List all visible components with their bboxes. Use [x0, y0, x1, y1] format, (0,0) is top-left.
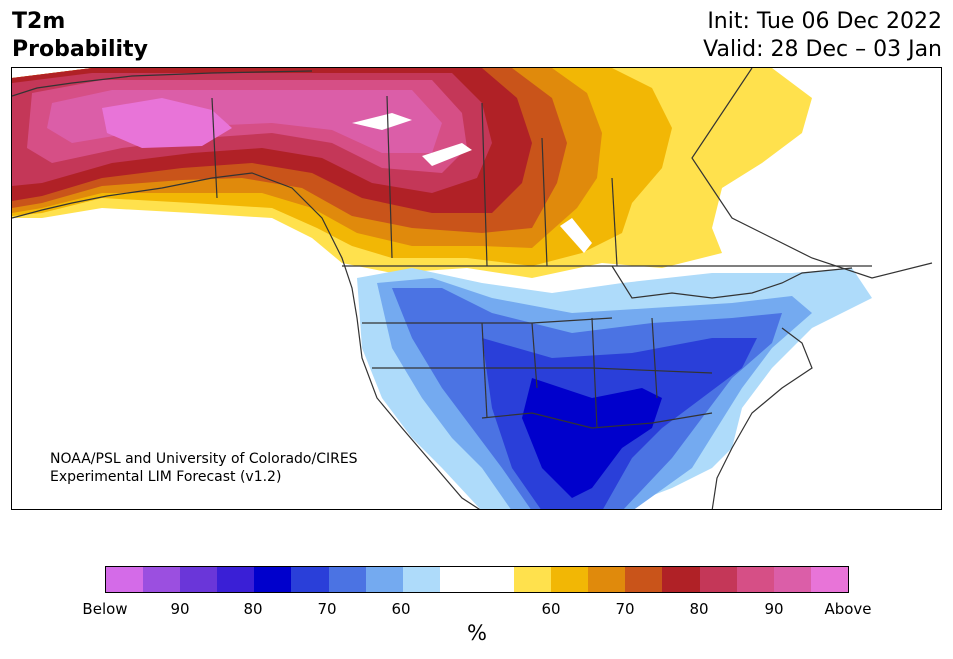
- colorbar-swatch: [439, 567, 477, 592]
- map-borders: [12, 68, 933, 509]
- map-title: T2m Probability: [12, 8, 148, 64]
- init-date: Init: Tue 06 Dec 2022: [707, 9, 942, 34]
- great-bear-lake: [352, 113, 412, 130]
- tick-above-70: 70: [615, 600, 635, 618]
- colorbar-swatch: [551, 567, 589, 592]
- tick-above-90: 90: [764, 600, 784, 618]
- colorbar-swatch: [106, 567, 144, 592]
- below-normal-shading: [357, 268, 872, 509]
- great-slave-lake: [422, 143, 472, 166]
- probability-map: NOAA/PSL and University of Colorado/CIRE…: [11, 67, 942, 510]
- colorbar-swatch: [328, 567, 366, 592]
- colorbar: [105, 566, 849, 593]
- title-variable: T2m: [12, 9, 66, 34]
- colorbar-swatch: [773, 567, 811, 592]
- tick-below-90: 90: [170, 600, 190, 618]
- colorbar-swatch: [588, 567, 626, 592]
- colorbar-swatch: [662, 567, 700, 592]
- map-graphic: [12, 68, 933, 509]
- colorbar-swatch: [143, 567, 181, 592]
- credit-line-1: NOAA/PSL and University of Colorado/CIRE…: [50, 451, 358, 467]
- colorbar-swatch: [699, 567, 737, 592]
- colorbar-swatch: [180, 567, 218, 592]
- colorbar-swatch: [514, 567, 552, 592]
- tick-below-80: 80: [243, 600, 263, 618]
- colorbar-swatch: [365, 567, 403, 592]
- forecast-dates: Init: Tue 06 Dec 2022 Valid: 28 Dec – 03…: [703, 8, 942, 64]
- colorbar-swatch: [291, 567, 329, 592]
- colorbar-swatch: [736, 567, 774, 592]
- tick-below: Below: [82, 600, 128, 618]
- colorbar-unit: %: [467, 621, 487, 645]
- colorbar-swatch: [254, 567, 292, 592]
- tick-below-60: 60: [391, 600, 411, 618]
- above-normal-shading: [12, 68, 812, 278]
- tick-below-70: 70: [317, 600, 337, 618]
- tick-above-60: 60: [541, 600, 561, 618]
- lake-winnipeg: [560, 218, 592, 253]
- colorbar-swatch: [625, 567, 663, 592]
- tick-above: Above: [824, 600, 872, 618]
- colorbar-swatch: [402, 567, 440, 592]
- colorbar-swatch: [217, 567, 255, 592]
- colorbar-swatch: [476, 567, 515, 592]
- title-type: Probability: [12, 37, 148, 62]
- colorbar-swatch: [810, 567, 848, 592]
- valid-range: Valid: 28 Dec – 03 Jan: [703, 37, 942, 62]
- data-credit: NOAA/PSL and University of Colorado/CIRE…: [50, 450, 358, 486]
- tick-above-80: 80: [689, 600, 709, 618]
- credit-line-2: Experimental LIM Forecast (v1.2): [50, 469, 282, 485]
